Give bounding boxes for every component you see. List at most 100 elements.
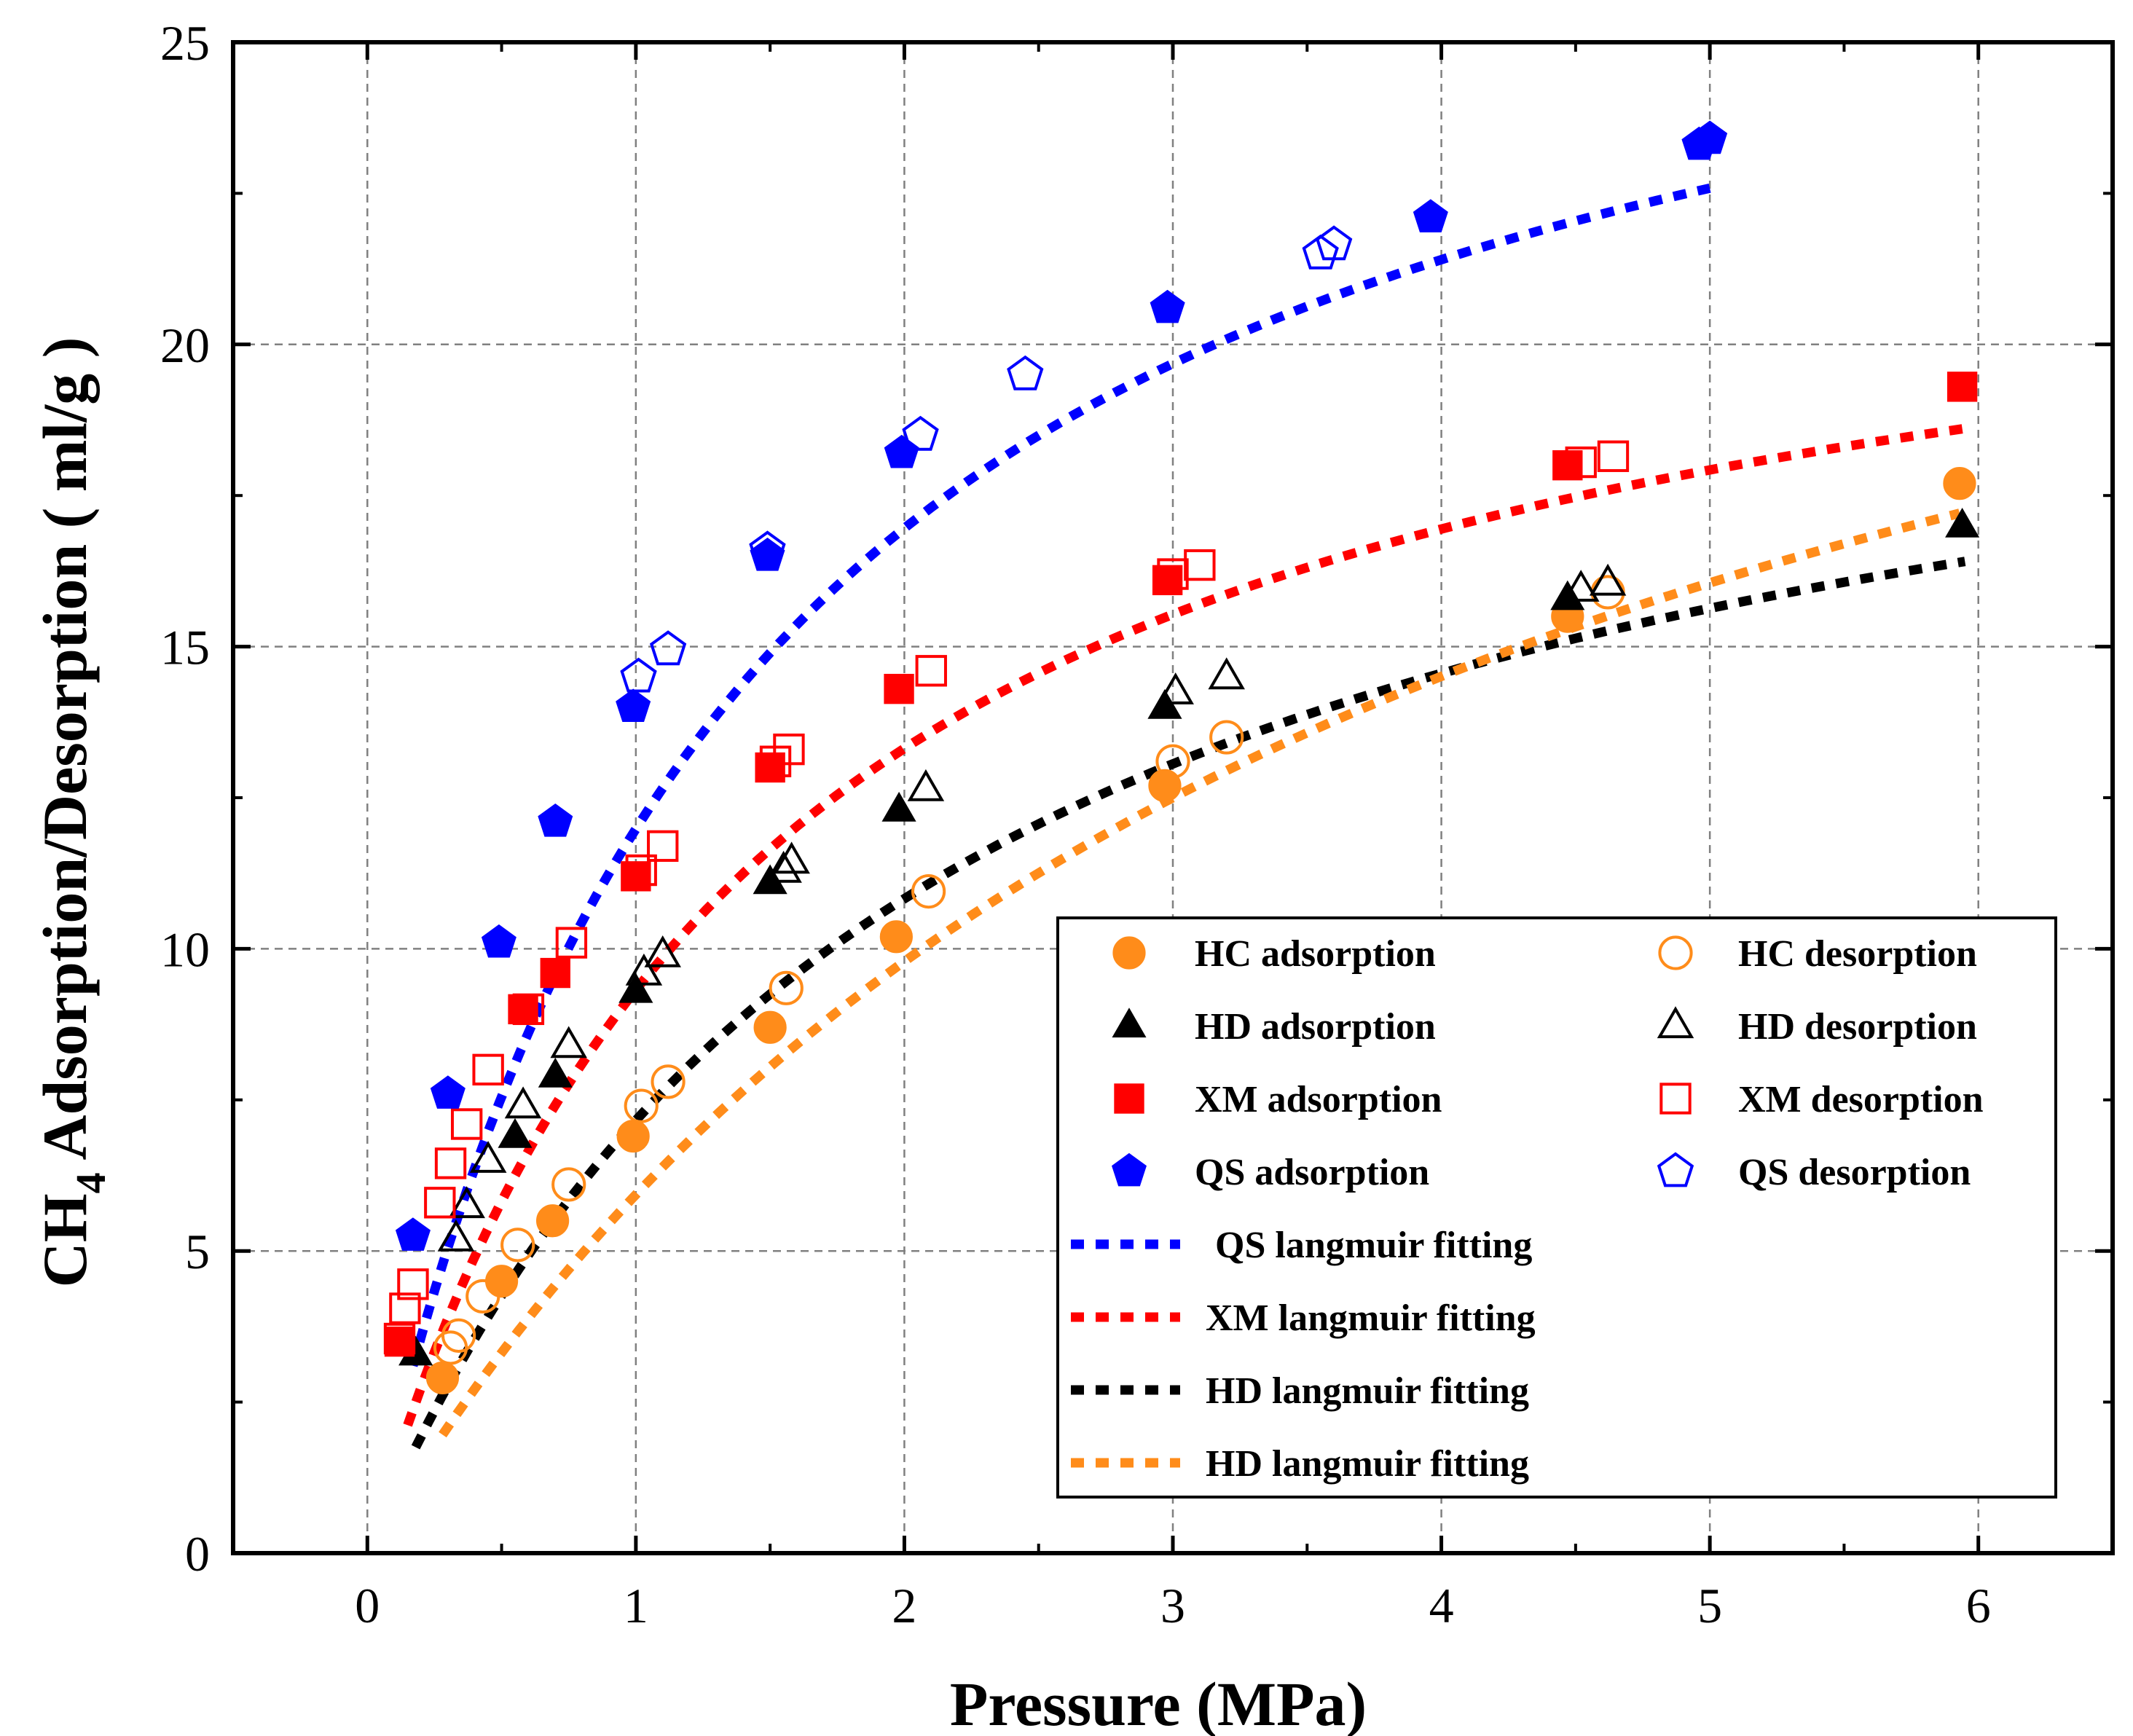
legend-label-hd-desorption: HD desorption	[1738, 1006, 1977, 1048]
qs-adsorption-point	[430, 1075, 466, 1109]
qs-adsorption-point	[395, 1217, 431, 1251]
xm-adsorption-point	[384, 1326, 415, 1357]
legend-label-qs-langmuir-fitting: QS langmuir fitting	[1206, 1225, 1532, 1266]
xm-desorption-point	[434, 1147, 467, 1179]
hc-desorption-point	[1590, 575, 1625, 610]
hc-adsorption-point	[616, 1119, 650, 1153]
xm-desorption-point	[512, 993, 545, 1026]
qs-adsorption-point	[884, 434, 919, 468]
qs-adsorption-point	[616, 688, 651, 722]
x-tick-label: 6	[1966, 1578, 1991, 1633]
hd-adsorption-point	[538, 1057, 573, 1088]
legend-marker-xm-adsorption	[1114, 1083, 1144, 1114]
hd-adsorption-point	[618, 973, 653, 1003]
hc-adsorption-point	[536, 1204, 570, 1238]
legend-label-hd-langmuir-fitting: HD langmuir fitting	[1206, 1443, 1529, 1485]
qs-adsorption-point	[1413, 199, 1448, 232]
x-tick-label: 3	[1160, 1578, 1185, 1633]
qs-desorption-point	[902, 415, 939, 451]
xm-desorption-point	[1157, 558, 1189, 590]
legend-label-qs-adsorption: QS adsorption	[1195, 1152, 1429, 1193]
legend-box	[1056, 916, 2057, 1499]
y-axis-title: CH4 Adsorption/Desorption ( ml/g )	[30, 337, 114, 1288]
legend-marker-xm-desorption	[1659, 1083, 1692, 1115]
y-tick-label: 15	[160, 620, 210, 675]
y-tick-label: 5	[185, 1224, 210, 1279]
xm-desorption-point	[1565, 446, 1597, 479]
hd-adsorption-point	[498, 1118, 533, 1148]
axis-ticks	[232, 40, 2114, 1555]
qs-adsorption-point	[481, 924, 516, 958]
xm-desorption-point	[915, 655, 947, 687]
fit-curve	[408, 183, 1711, 1367]
legend-marker-hd-desorption	[1657, 1006, 1694, 1039]
y-tick-label: 10	[160, 922, 210, 977]
hd-adsorption-point	[881, 791, 916, 822]
y-tick-label: 20	[160, 318, 210, 373]
legend: HC adsorption HC desorption HD adsorption H…	[1056, 916, 2057, 1499]
hd-desorption-point	[907, 769, 945, 801]
hd-desorption-point	[765, 850, 802, 883]
hc-desorption-point	[624, 1088, 659, 1123]
hd-desorption-point	[437, 1219, 475, 1252]
qs-desorption-point	[1302, 234, 1339, 270]
qs-desorption-point	[1315, 225, 1353, 261]
qs-desorption-point	[620, 657, 657, 693]
xm-adsorption-point	[540, 957, 570, 989]
hd-desorption-point	[1562, 570, 1600, 602]
x-tick-label: 2	[892, 1578, 916, 1633]
legend-label-xm-adsorption: XM adsorption	[1195, 1079, 1442, 1120]
hc-desorption-point	[441, 1318, 476, 1353]
legend-marker-qs-desorption	[1657, 1152, 1694, 1187]
hd-desorption-point	[625, 953, 663, 986]
qs-adsorption-point	[1692, 120, 1728, 154]
hc-desorption-point	[500, 1228, 535, 1262]
hd-desorption-point	[1589, 563, 1627, 596]
xm-adsorption-point	[1947, 372, 1978, 402]
hc-adsorption-point	[1943, 467, 1976, 500]
hc-desorption-point	[551, 1167, 586, 1202]
hd-desorption-point	[504, 1086, 542, 1119]
legend-marker-hd-adsorption	[1112, 1008, 1147, 1038]
x-tick-label: 5	[1697, 1578, 1722, 1633]
x-tick-label: 0	[355, 1578, 380, 1633]
qs-adsorption-point	[1150, 289, 1185, 323]
xm-desorption-point	[1597, 440, 1630, 472]
xm-desorption-point	[472, 1053, 504, 1086]
hc-desorption-point	[911, 873, 946, 909]
qs-desorption-point	[649, 630, 687, 666]
fit-curves	[403, 183, 1966, 1450]
fit-curve	[411, 557, 1966, 1450]
legend-marker-qs-adsorption	[1112, 1152, 1147, 1187]
xm-desorption-point	[389, 1292, 421, 1324]
x-tick-label: 1	[624, 1578, 648, 1633]
hd-desorption-point	[469, 1141, 507, 1173]
hd-desorption-point	[1157, 672, 1194, 704]
xm-adsorption-point	[884, 673, 914, 704]
y-axis-title-subscript: 4	[67, 1172, 114, 1193]
hc-desorption-point	[1209, 720, 1244, 755]
tick-labels: 0 1 2 3 4 5 6 0 5 10 15 20 25	[160, 15, 1991, 1633]
hc-adsorption-point	[425, 1361, 460, 1395]
xm-desorption-point	[424, 1187, 456, 1219]
hd-desorption-point	[550, 1026, 587, 1059]
xm-desorption-point	[397, 1268, 429, 1300]
y-axis-title-rest: Adsorption/Desorption ( ml/g )	[30, 337, 100, 1173]
hc-adsorption-point	[879, 920, 913, 954]
x-tick-label: 4	[1429, 1578, 1454, 1633]
qs-desorption-point	[1007, 355, 1044, 390]
legend-label-hd-adsorption: HD adsorption	[1195, 1006, 1436, 1048]
y-tick-label: 25	[160, 15, 210, 71]
hc-adsorption-point	[753, 1010, 787, 1044]
legend-label-hd-langmuir-fitting: HD langmuir fitting	[1206, 1370, 1529, 1412]
hc-desorption-point	[769, 970, 804, 1005]
hc-desorption-point	[466, 1279, 500, 1314]
qs-adsorption-point	[538, 803, 573, 837]
hd-desorption-point	[644, 935, 681, 967]
xm-desorption-point	[773, 733, 805, 766]
x-axis-title: Pressure (MPa)	[950, 1669, 1367, 1736]
data-markers	[383, 120, 1980, 1395]
hd-adsorption-point	[1945, 507, 1980, 538]
xm-desorption-point	[625, 854, 657, 887]
